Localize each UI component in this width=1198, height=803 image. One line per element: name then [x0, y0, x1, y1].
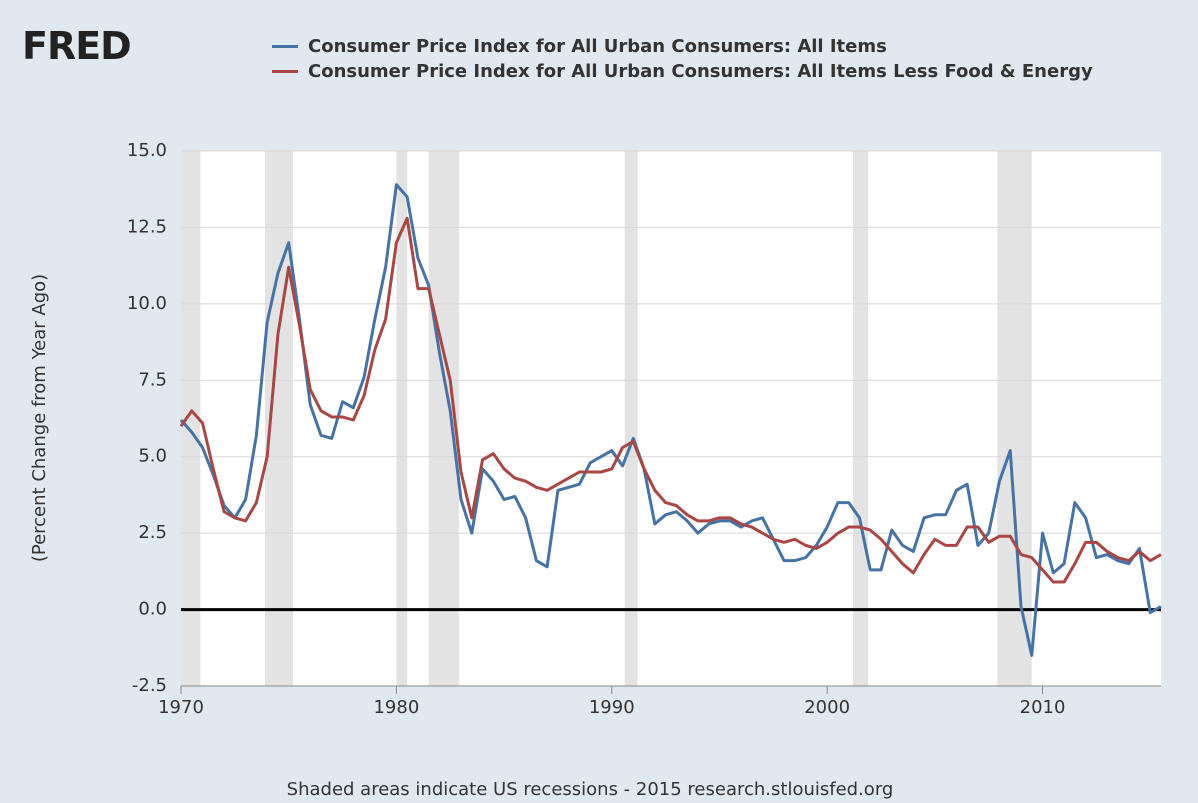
y-tick-label: 2.5 [138, 522, 167, 543]
legend-swatch [272, 70, 298, 73]
x-tick-label: 1970 [158, 697, 204, 718]
y-tick-label: 12.5 [127, 216, 167, 237]
x-tick-label: 2000 [804, 697, 850, 718]
y-tick-label: 15.0 [127, 140, 167, 161]
y-tick-label: -2.5 [132, 675, 167, 696]
y-axis-label: (Percent Change from Year Ago) [29, 274, 50, 562]
recession-band [997, 151, 1032, 686]
logo: FRED [22, 24, 132, 68]
x-tick-label: 1990 [589, 697, 635, 718]
x-tick-label: 2010 [1020, 697, 1066, 718]
y-tick-label: 0.0 [138, 599, 167, 620]
legend-label: Consumer Price Index for All Urban Consu… [308, 36, 887, 57]
recession-band [181, 151, 201, 686]
series-line [179, 216, 1162, 584]
legend: Consumer Price Index for All Urban Consu… [272, 34, 1172, 84]
y-tick-label: 10.0 [127, 293, 167, 314]
legend-label: Consumer Price Index for All Urban Consu… [308, 61, 1093, 82]
recession-band [853, 151, 869, 686]
source-note: Shaded areas indicate US recessions - 20… [287, 779, 894, 800]
recession-band [624, 151, 638, 686]
y-tick-label: 7.5 [138, 369, 167, 390]
legend-swatch [272, 45, 298, 48]
legend-item: Consumer Price Index for All Urban Consu… [272, 34, 1172, 59]
recession-band [396, 151, 408, 686]
y-tick-label: 5.0 [138, 446, 167, 467]
x-tick-label: 1980 [373, 697, 419, 718]
legend-item: Consumer Price Index for All Urban Consu… [272, 59, 1172, 84]
series-line [179, 183, 1162, 657]
